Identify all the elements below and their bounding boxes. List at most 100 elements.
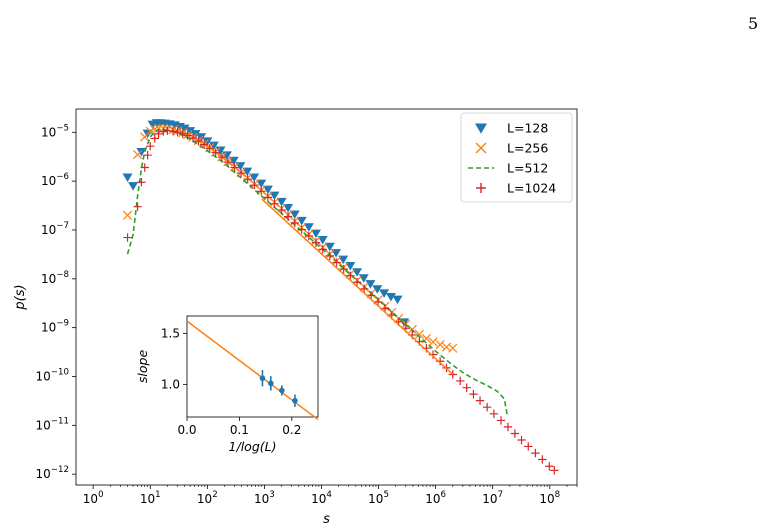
x-axis-label: s <box>323 512 330 527</box>
data-point <box>332 258 341 267</box>
page-number: 5 <box>748 14 759 33</box>
data-point <box>179 124 190 134</box>
main-plot-frame <box>75 108 578 486</box>
y-tick-label: 10−11 <box>36 416 69 432</box>
data-point <box>205 144 214 153</box>
legend-label: L=1024 <box>507 181 556 196</box>
y-tick-label: 10−8 <box>41 270 69 286</box>
main-fit-line <box>261 198 454 376</box>
data-point <box>150 134 159 143</box>
data-point <box>143 150 152 160</box>
data-point <box>136 147 147 157</box>
data-point <box>435 339 445 350</box>
data-point <box>277 205 286 215</box>
data-point <box>236 168 246 178</box>
data-point <box>199 140 209 149</box>
data-point <box>269 191 280 201</box>
data-point <box>385 292 396 302</box>
data-point <box>154 129 163 139</box>
data-point <box>256 179 267 189</box>
data-point <box>392 295 403 305</box>
x-tick-label: 105 <box>368 490 389 506</box>
data-point <box>524 442 533 451</box>
data-point <box>346 271 355 280</box>
data-point <box>338 255 349 265</box>
data-point <box>178 129 187 138</box>
data-point <box>310 229 321 239</box>
x-tick-label: 107 <box>482 490 503 506</box>
x-tick-label: 101 <box>140 490 161 506</box>
main-series-group <box>122 119 559 475</box>
data-point <box>469 389 478 399</box>
data-point <box>122 210 133 220</box>
legend: L=128 L=256 L=512 L=1024 <box>460 112 573 203</box>
legend-label: L=512 <box>507 161 548 176</box>
inset-data-point <box>279 387 285 394</box>
data-point <box>183 131 192 140</box>
data-point <box>132 149 143 160</box>
y-tick-label: 10−9 <box>41 319 69 335</box>
data-point <box>496 416 506 425</box>
data-point <box>283 212 293 221</box>
data-point <box>345 262 356 271</box>
data-point <box>311 238 321 247</box>
inset-y-axis-label: slope <box>135 350 150 384</box>
series-line <box>126 128 509 416</box>
inset-plot-frame <box>186 315 319 418</box>
x-tick-label: 104 <box>311 490 332 506</box>
data-point <box>168 126 178 136</box>
y-tick-label: 10−10 <box>36 367 69 383</box>
legend-label: L=256 <box>507 141 548 156</box>
data-point <box>208 141 219 151</box>
data-point <box>297 225 306 234</box>
data-point <box>217 152 227 162</box>
legend-box <box>460 112 573 203</box>
data-point <box>262 185 273 195</box>
data-point <box>538 455 547 464</box>
inset-x-tick-label: 0.1 <box>230 423 249 437</box>
data-point <box>123 233 132 242</box>
data-point <box>194 136 203 146</box>
data-point <box>146 141 155 151</box>
data-point <box>503 422 513 432</box>
data-point <box>290 218 299 228</box>
data-point <box>137 178 146 187</box>
main-chart: 100 101 102 103 104 105 106 107 108 10−12 10−11 10−… <box>13 108 578 527</box>
data-point <box>456 376 465 386</box>
data-point <box>215 146 226 155</box>
inset-chart: 0.0 0.1 0.2 1.0 1.5 1/log(L) slope <box>135 315 319 454</box>
data-point <box>359 284 369 294</box>
data-point <box>230 163 239 172</box>
legend-label: L=128 <box>507 121 548 136</box>
data-point <box>510 429 520 438</box>
data-point <box>250 180 259 190</box>
data-point <box>365 280 376 289</box>
series-L=512 <box>126 128 509 416</box>
data-point <box>379 289 390 298</box>
inset-data-point <box>292 397 298 404</box>
data-point <box>140 163 149 172</box>
legend-swatch <box>475 123 487 134</box>
x-tick-label: 100 <box>83 490 104 506</box>
data-point <box>435 357 445 366</box>
data-point <box>372 285 383 294</box>
inset-y-tick-label: 1.5 <box>161 326 180 340</box>
data-point <box>296 216 307 226</box>
data-point <box>475 396 485 405</box>
inset-x-tick-label: 0.0 <box>177 423 196 437</box>
data-point <box>550 466 559 475</box>
data-point <box>545 462 554 471</box>
inset-y-tick-label: 1.0 <box>161 377 180 391</box>
data-point <box>531 448 540 458</box>
data-point <box>489 409 499 419</box>
data-point <box>414 329 425 339</box>
x-tick-label: 102 <box>197 490 218 506</box>
data-point <box>304 231 314 241</box>
data-point <box>211 148 220 157</box>
data-point <box>317 236 328 245</box>
data-point <box>122 173 133 183</box>
legend-swatch <box>475 142 487 154</box>
data-point <box>428 337 438 347</box>
data-point <box>257 187 266 196</box>
data-point <box>325 251 335 261</box>
